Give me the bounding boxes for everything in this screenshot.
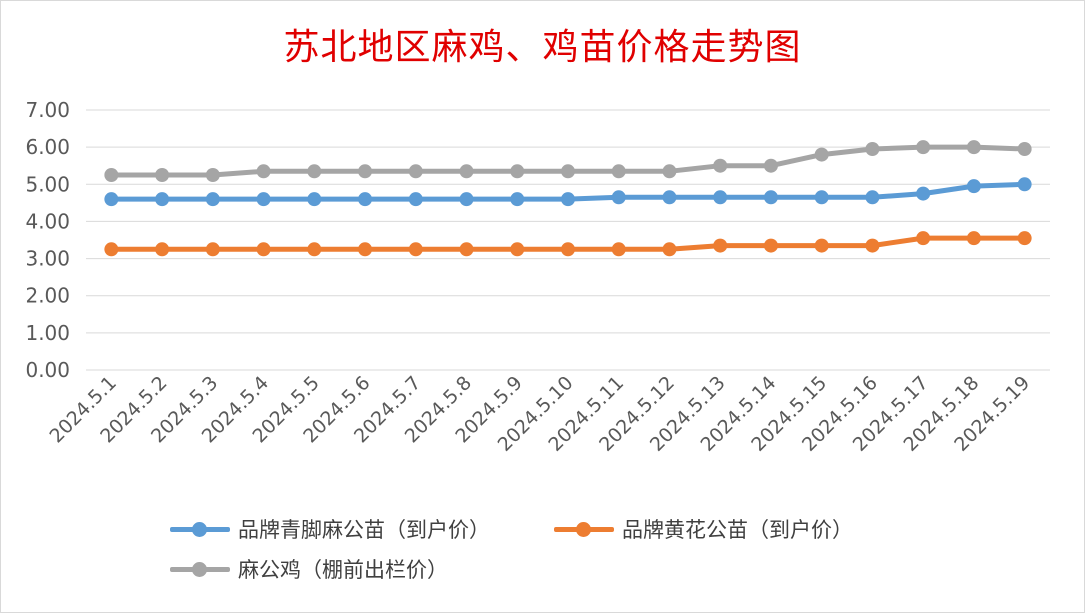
legend-swatch-icon <box>168 522 232 537</box>
data-point-series-2 <box>713 158 728 173</box>
data-point-series-0 <box>662 190 677 205</box>
data-point-series-1 <box>104 242 119 257</box>
legend-swatch-icon <box>168 562 232 577</box>
data-point-series-0 <box>1017 177 1032 192</box>
data-point-series-2 <box>561 164 575 179</box>
y-tick-label: 4.00 <box>25 209 70 233</box>
data-point-series-0 <box>814 190 829 205</box>
data-point-series-0 <box>865 190 880 205</box>
data-point-series-0 <box>459 192 474 207</box>
data-point-series-1 <box>1017 231 1032 246</box>
data-point-series-1 <box>459 242 474 257</box>
data-point-series-1 <box>662 242 677 257</box>
legend-label: 品牌青脚麻公苗（到户价） <box>238 518 490 542</box>
data-point-series-1 <box>205 242 220 257</box>
legend: 品牌青脚麻公苗（到户价） 品牌黄花公苗（到户价） 麻公鸡（棚前出栏价） <box>0 510 1085 600</box>
data-point-series-2 <box>662 164 677 179</box>
legend-item-series-0: 品牌青脚麻公苗（到户价） <box>168 514 490 544</box>
data-point-series-2 <box>814 147 829 162</box>
data-point-series-2 <box>358 164 373 179</box>
data-point-series-2 <box>1017 142 1032 156</box>
data-point-series-1 <box>865 238 880 253</box>
data-point-series-1 <box>155 242 170 257</box>
data-point-series-1 <box>966 231 981 246</box>
data-point-series-0 <box>358 192 373 207</box>
y-tick-label: 7.00 <box>25 98 70 122</box>
data-point-series-0 <box>307 192 322 207</box>
data-point-series-2 <box>205 168 220 182</box>
data-point-series-1 <box>916 231 931 246</box>
data-point-series-1 <box>763 238 778 253</box>
data-point-series-1 <box>408 242 423 257</box>
y-tick-label: 0.00 <box>25 358 70 382</box>
data-point-series-2 <box>307 164 322 179</box>
legend-label: 品牌黄花公苗（到户价） <box>622 518 853 542</box>
data-point-series-2 <box>865 142 880 156</box>
data-point-series-0 <box>510 192 525 207</box>
data-point-series-2 <box>459 164 474 179</box>
data-point-series-1 <box>510 242 525 257</box>
data-point-series-0 <box>155 192 170 207</box>
data-point-series-0 <box>966 179 981 194</box>
y-tick-label: 5.00 <box>25 172 70 196</box>
legend-label: 麻公鸡（棚前出栏价） <box>238 558 448 582</box>
data-point-series-0 <box>205 192 220 207</box>
legend-item-series-2: 麻公鸡（棚前出栏价） <box>168 554 448 584</box>
data-point-series-2 <box>510 164 525 179</box>
data-point-series-0 <box>561 192 575 207</box>
data-point-series-1 <box>307 242 322 257</box>
data-point-series-2 <box>256 164 271 179</box>
y-tick-label: 3.00 <box>25 247 70 271</box>
data-point-series-2 <box>104 168 119 182</box>
data-point-series-0 <box>408 192 423 207</box>
legend-item-series-1: 品牌黄花公苗（到户价） <box>552 514 853 544</box>
y-tick-label: 2.00 <box>25 284 70 308</box>
data-point-series-0 <box>713 190 728 205</box>
data-point-series-2 <box>155 168 170 182</box>
data-point-series-1 <box>358 242 373 257</box>
chart-title: 苏北地区麻鸡、鸡苗价格走势图 <box>283 27 802 68</box>
legend-swatch-icon <box>552 522 616 537</box>
data-point-series-2 <box>611 164 626 179</box>
data-point-series-1 <box>561 242 575 257</box>
data-point-series-0 <box>611 190 626 205</box>
data-point-series-1 <box>611 242 626 257</box>
data-point-series-2 <box>966 140 981 155</box>
data-point-series-2 <box>763 158 778 173</box>
data-point-series-1 <box>814 238 829 253</box>
y-tick-label: 1.00 <box>25 321 70 345</box>
data-point-series-0 <box>256 192 271 207</box>
data-point-series-1 <box>713 238 728 253</box>
data-point-series-0 <box>104 192 119 207</box>
data-point-series-1 <box>256 242 271 257</box>
data-point-series-2 <box>916 140 931 155</box>
data-point-series-0 <box>916 186 931 201</box>
data-point-series-2 <box>408 164 423 179</box>
data-point-series-0 <box>763 190 778 205</box>
y-tick-label: 6.00 <box>25 135 70 159</box>
